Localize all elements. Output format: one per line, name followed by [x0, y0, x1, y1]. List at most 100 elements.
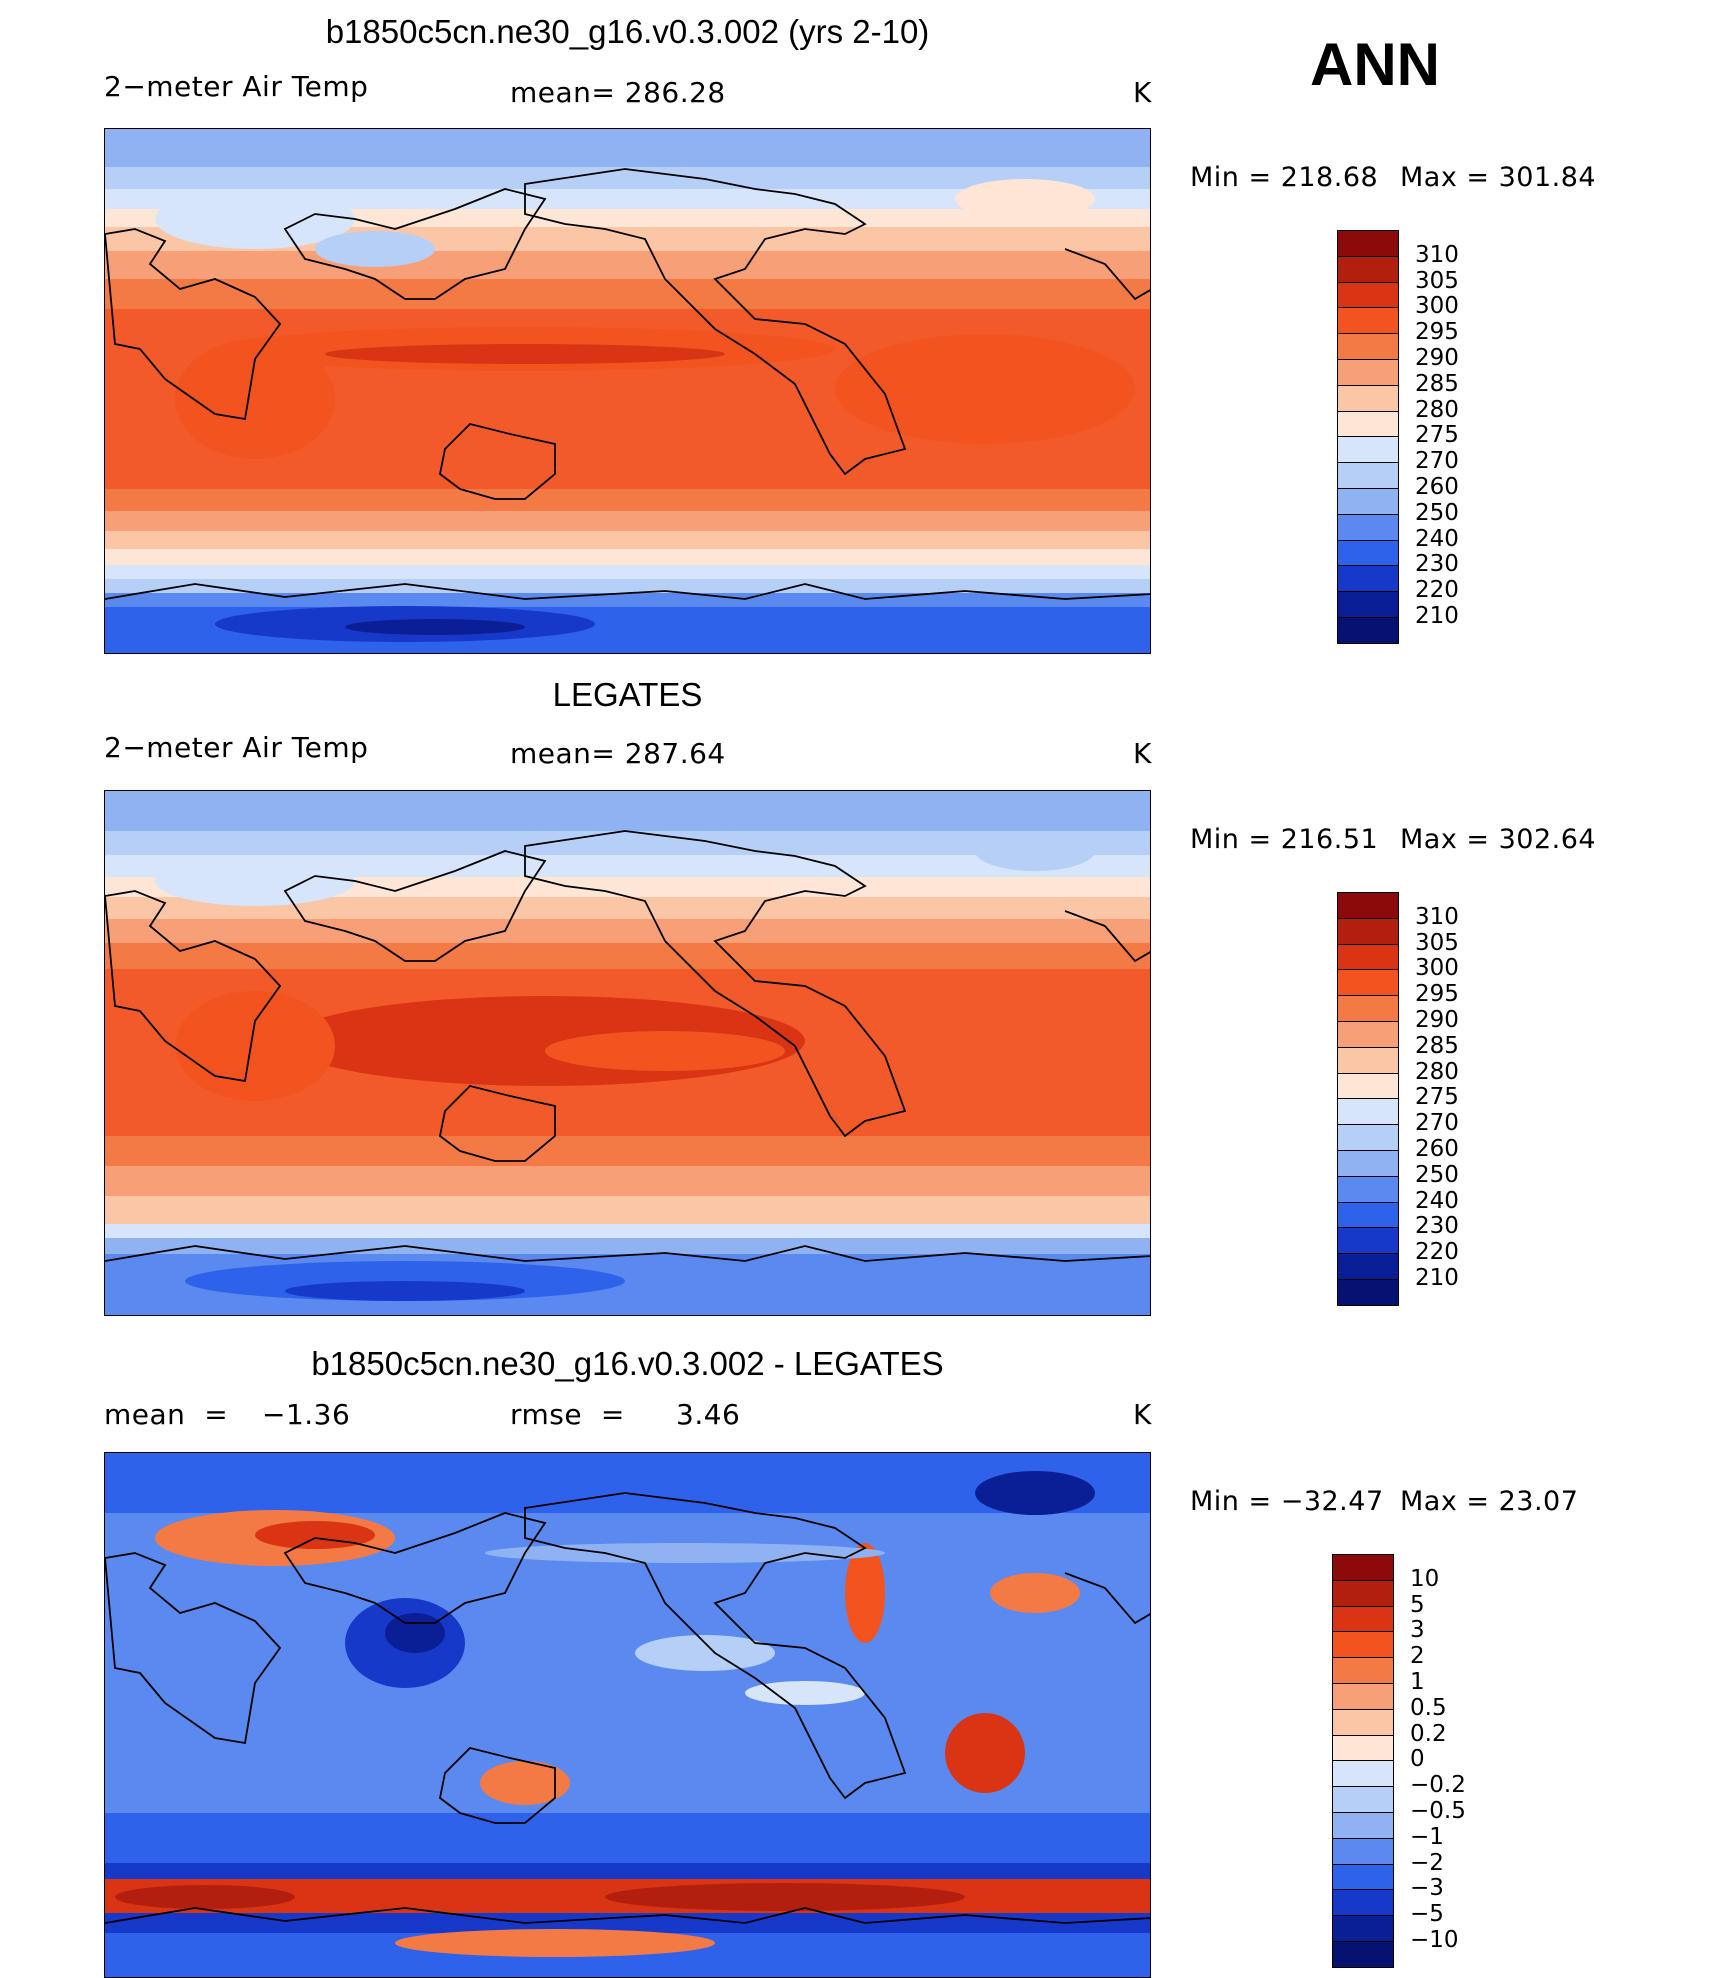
colorbar-box: [1337, 969, 1399, 997]
panel-3-map: [104, 1452, 1151, 1978]
colorbar-box: [1337, 1072, 1399, 1100]
colorbar-box: [1337, 565, 1399, 593]
panel-1-map: [104, 128, 1151, 654]
colorbar-box: [1332, 1734, 1394, 1762]
panel-3-min-label: Min = −32.47: [1190, 1486, 1384, 1517]
colorbar-tick-label: 290: [1415, 345, 1459, 371]
colorbar-box: [1337, 307, 1399, 335]
panel-3-max-label: Max = 23.07: [1400, 1486, 1579, 1517]
colorbar-box: [1337, 539, 1399, 567]
colorbar-tick-label: −3: [1410, 1875, 1444, 1902]
colorbar-tick-label: 250: [1415, 499, 1459, 526]
colorbar-box: [1332, 1863, 1394, 1891]
panel-3-rmse-value: 3.46: [676, 1398, 741, 1431]
colorbar-tick-label: 310: [1415, 903, 1459, 930]
colorbar-box: [1337, 1150, 1399, 1177]
colorbar-tick-label: 310: [1415, 241, 1459, 268]
colorbar-tick-label: −5: [1410, 1901, 1444, 1928]
colorbar-tick-label: 290: [1415, 1007, 1459, 1033]
panel-3-mean-value: −1.36: [262, 1398, 351, 1431]
colorbar-box: [1332, 1579, 1394, 1607]
panel-2-map: [104, 790, 1151, 1316]
colorbar-box: [1337, 1046, 1399, 1074]
colorbar-tick-label: 300: [1415, 955, 1459, 982]
colorbar-tick-label: 295: [1415, 981, 1459, 1008]
colorbar-tick-label: −0.5: [1410, 1798, 1466, 1824]
colorbar-tick-label: 300: [1415, 293, 1459, 320]
colorbar-box: [1332, 1889, 1394, 1917]
colorbar-tick-label: 220: [1415, 577, 1459, 604]
colorbar-tick-label: 280: [1415, 396, 1459, 423]
colorbar-tick-label: −1: [1410, 1823, 1444, 1850]
panel-1-units-label: K: [1133, 76, 1152, 109]
colorbar-box: [1337, 1175, 1399, 1203]
colorbar-tick-label: 230: [1415, 1213, 1459, 1240]
colorbar-tick-label: 260: [1415, 1136, 1459, 1162]
panel-2-units-label: K: [1133, 737, 1152, 770]
panel-1-mean-label: mean= 286.28: [510, 76, 726, 109]
colorbar-tick-label: 305: [1415, 929, 1459, 956]
panel-2-map-field: [105, 791, 1150, 1315]
panel-1-variable-label: 2−meter Air Temp: [104, 70, 369, 103]
panel-2-variable-label: 2−meter Air Temp: [104, 731, 369, 764]
colorbar-box: [1332, 1683, 1394, 1710]
panel-3-mean-label: mean =: [104, 1398, 229, 1431]
colorbar-tick-label: 250: [1415, 1161, 1459, 1188]
colorbar-box: [1337, 1253, 1399, 1280]
colorbar-box: [1337, 892, 1399, 919]
colorbar-box: [1337, 617, 1399, 644]
panel-2-min-label: Min = 216.51: [1190, 824, 1379, 855]
colorbar-box: [1337, 1021, 1399, 1048]
colorbar-box: [1332, 1812, 1394, 1839]
season-label: ANN: [1310, 31, 1440, 98]
colorbar-tick-label: −10: [1410, 1927, 1459, 1953]
panel-2-mean-label: mean= 287.64: [510, 737, 726, 770]
colorbar-box: [1337, 591, 1399, 618]
colorbar-box: [1332, 1631, 1394, 1659]
colorbar-tick-label: 285: [1415, 370, 1459, 397]
colorbar-tick-label: 240: [1415, 1187, 1459, 1214]
colorbar-tick-label: 230: [1415, 551, 1459, 578]
colorbar-tick-label: 270: [1415, 448, 1459, 475]
colorbar-tick-label: 240: [1415, 525, 1459, 552]
colorbar-tick-label: 270: [1415, 1110, 1459, 1137]
panel-3-title: b1850c5cn.ne30_g16.v0.3.002 - LEGATES: [311, 1345, 944, 1382]
colorbar-box: [1337, 410, 1399, 438]
colorbar-box: [1337, 1279, 1399, 1306]
colorbar-tick-label: −2: [1410, 1849, 1444, 1876]
colorbar-box: [1332, 1915, 1394, 1942]
colorbar-box: [1332, 1786, 1394, 1813]
colorbar-tick-label: 275: [1415, 422, 1459, 449]
colorbar-tick-label: 210: [1415, 1265, 1459, 1291]
colorbar-tick-label: 280: [1415, 1058, 1459, 1085]
colorbar-box: [1337, 333, 1399, 360]
panel-3-units-label: K: [1133, 1398, 1152, 1431]
colorbar-box: [1332, 1554, 1394, 1581]
panel-3-rmse-label: rmse =: [510, 1398, 625, 1431]
panel-2-title: LEGATES: [552, 676, 703, 713]
colorbar-tick-label: 0.5: [1410, 1694, 1447, 1721]
colorbar-box: [1337, 943, 1399, 971]
colorbar-box: [1337, 255, 1399, 283]
colorbar-box: [1337, 359, 1399, 386]
colorbar-tick-label: 0.2: [1410, 1720, 1447, 1747]
colorbar-box: [1337, 917, 1399, 945]
panel-1-title: b1850c5cn.ne30_g16.v0.3.002 (yrs 2-10): [325, 13, 930, 50]
colorbar-tick-label: 2: [1410, 1643, 1425, 1670]
panel-1-max-label: Max = 301.84: [1400, 162, 1597, 193]
colorbar-box: [1337, 1098, 1399, 1126]
colorbar-box: [1332, 1760, 1394, 1788]
colorbar-tick-label: 1: [1410, 1669, 1425, 1695]
colorbar-tick-label: 305: [1415, 267, 1459, 294]
colorbar-box: [1332, 1657, 1394, 1684]
colorbar-tick-label: −0.2: [1410, 1772, 1466, 1799]
colorbar-tick-label: 0: [1410, 1746, 1425, 1773]
colorbar-box: [1332, 1941, 1394, 1968]
colorbar-box: [1337, 1124, 1399, 1151]
colorbar-box: [1337, 995, 1399, 1022]
colorbar-tick-label: 10: [1410, 1565, 1440, 1592]
colorbar-box: [1337, 462, 1399, 489]
colorbar-box: [1337, 384, 1399, 412]
colorbar-tick-label: 295: [1415, 319, 1459, 346]
colorbar-box: [1337, 488, 1399, 515]
